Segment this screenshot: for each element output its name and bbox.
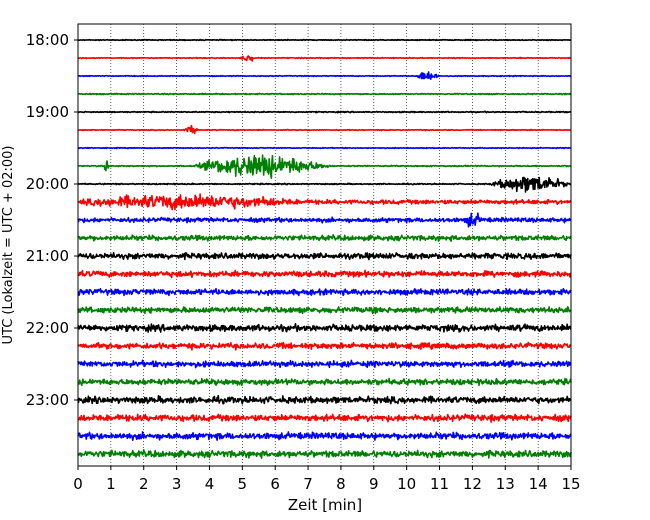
x-tick-label: 14 xyxy=(529,475,548,493)
plot-frame xyxy=(77,23,572,467)
trace-2030 xyxy=(77,212,572,228)
y-tick-label: 21:00 xyxy=(26,247,69,265)
x-tick-label: 11 xyxy=(430,475,449,493)
x-tick-label: 7 xyxy=(303,475,313,493)
y-axis-label: UTC (Lokalzeit = UTC + 02:00) xyxy=(1,146,16,345)
trace-1800 xyxy=(77,38,572,42)
x-tick-label: 2 xyxy=(139,475,149,493)
x-tick-label: 3 xyxy=(172,475,182,493)
x-tick-label: 12 xyxy=(463,475,482,493)
trace-2045 xyxy=(77,233,572,243)
trace-2300 xyxy=(77,394,572,405)
trace-2315 xyxy=(77,413,572,423)
x-tick-label: 6 xyxy=(270,475,280,493)
x-axis-label: Zeit [min] xyxy=(288,496,362,514)
trace-lines xyxy=(77,38,572,459)
trace-2200 xyxy=(77,323,572,333)
y-axis-ticks: 18:00 19:00 20:00 21:00 22:00 23:00 xyxy=(26,31,78,409)
trace-2130 xyxy=(77,287,572,297)
trace-1945 xyxy=(77,154,572,180)
x-tick-label: 4 xyxy=(205,475,215,493)
trace-2100 xyxy=(77,251,572,261)
trace-1815 xyxy=(77,55,572,62)
x-tick-label: 10 xyxy=(397,475,416,493)
trace-2215 xyxy=(77,341,572,351)
trace-1830 xyxy=(77,71,572,80)
y-tick-label: 18:00 xyxy=(26,31,69,49)
x-tick-label: 15 xyxy=(561,475,580,493)
trace-2330 xyxy=(77,431,572,442)
trace-1900 xyxy=(77,110,572,114)
trace-2145 xyxy=(77,306,572,315)
trace-2345 xyxy=(77,449,572,459)
x-axis-ticks: 0 1 2 3 4 5 6 7 8 9 10 11 12 13 14 15 xyxy=(73,466,581,493)
trace-1845 xyxy=(77,92,572,96)
trace-1915 xyxy=(77,124,572,135)
trace-2015 xyxy=(77,193,572,211)
x-tick-label: 13 xyxy=(496,475,515,493)
trace-2000 xyxy=(77,176,572,193)
y-tick-label: 19:00 xyxy=(26,103,69,121)
trace-2245 xyxy=(77,377,572,387)
x-tick-label: 0 xyxy=(73,475,83,493)
x-tick-label: 8 xyxy=(336,475,346,493)
y-tick-label: 23:00 xyxy=(26,391,69,409)
y-tick-label: 20:00 xyxy=(26,175,69,193)
y-tick-label: 22:00 xyxy=(26,319,69,337)
trace-1930 xyxy=(77,146,572,150)
trace-2230 xyxy=(77,359,572,369)
x-tick-label: 9 xyxy=(369,475,379,493)
x-tick-label: 5 xyxy=(238,475,248,493)
x-tick-label: 1 xyxy=(106,475,116,493)
trace-2115 xyxy=(77,269,572,279)
